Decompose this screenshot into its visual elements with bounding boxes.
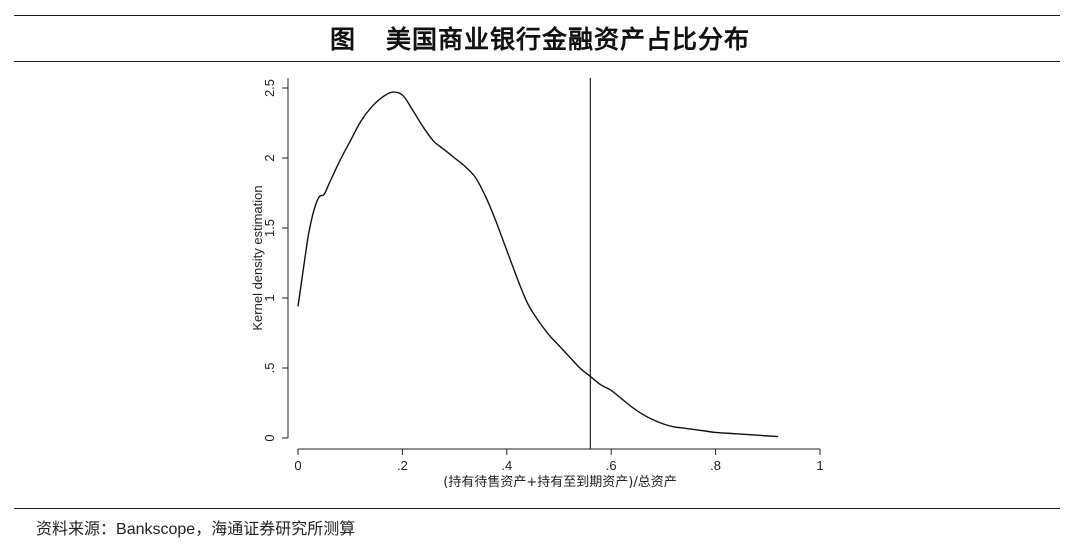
x-tick-label: .4 [501, 458, 512, 473]
y-axis-ticks: 0 .5 1 1.5 2 2.5 [262, 79, 288, 442]
kernel-density-chart: 0 .5 1 1.5 2 2.5 0 .2 .4 .6 .8 1 Kernel density es… [250, 78, 824, 490]
bottom-rule [14, 508, 1060, 509]
title-rule [14, 61, 1060, 62]
x-tick-label: 0 [294, 458, 301, 473]
source-prefix: 资料来源： [36, 519, 117, 538]
density-series-line [297, 91, 779, 438]
source-dataset: Bankscope [116, 521, 196, 538]
y-axis-label: Kernel density estimation [250, 185, 265, 330]
figure-title: 图 美国商业银行金融资产占比分布 [0, 20, 1080, 56]
x-tick-label: .2 [397, 458, 408, 473]
top-rule [14, 15, 1060, 16]
source-note: 资料来源：Bankscope，海通证券研究所测算 [36, 515, 355, 539]
x-tick-label: 1 [816, 458, 823, 473]
y-tick-label: 2.5 [262, 79, 277, 97]
x-tick-label: .6 [606, 458, 617, 473]
figure-label: 图 [329, 25, 356, 54]
source-suffix: ，海通证券研究所测算 [195, 519, 356, 538]
figure-title-text: 美国商业银行金融资产占比分布 [386, 25, 751, 54]
y-tick-label: 1.5 [262, 219, 277, 237]
y-tick-label: 2 [262, 154, 277, 161]
x-axis-ticks: 0 .2 .4 .6 .8 1 [294, 449, 824, 473]
y-tick-label: 1 [262, 294, 277, 301]
y-tick-label: .5 [262, 363, 277, 374]
x-tick-label: .8 [710, 458, 721, 473]
y-tick-label: 0 [262, 434, 277, 441]
x-axis-label: (持有待售资产+持有至到期资产)/总资产 [443, 474, 676, 490]
